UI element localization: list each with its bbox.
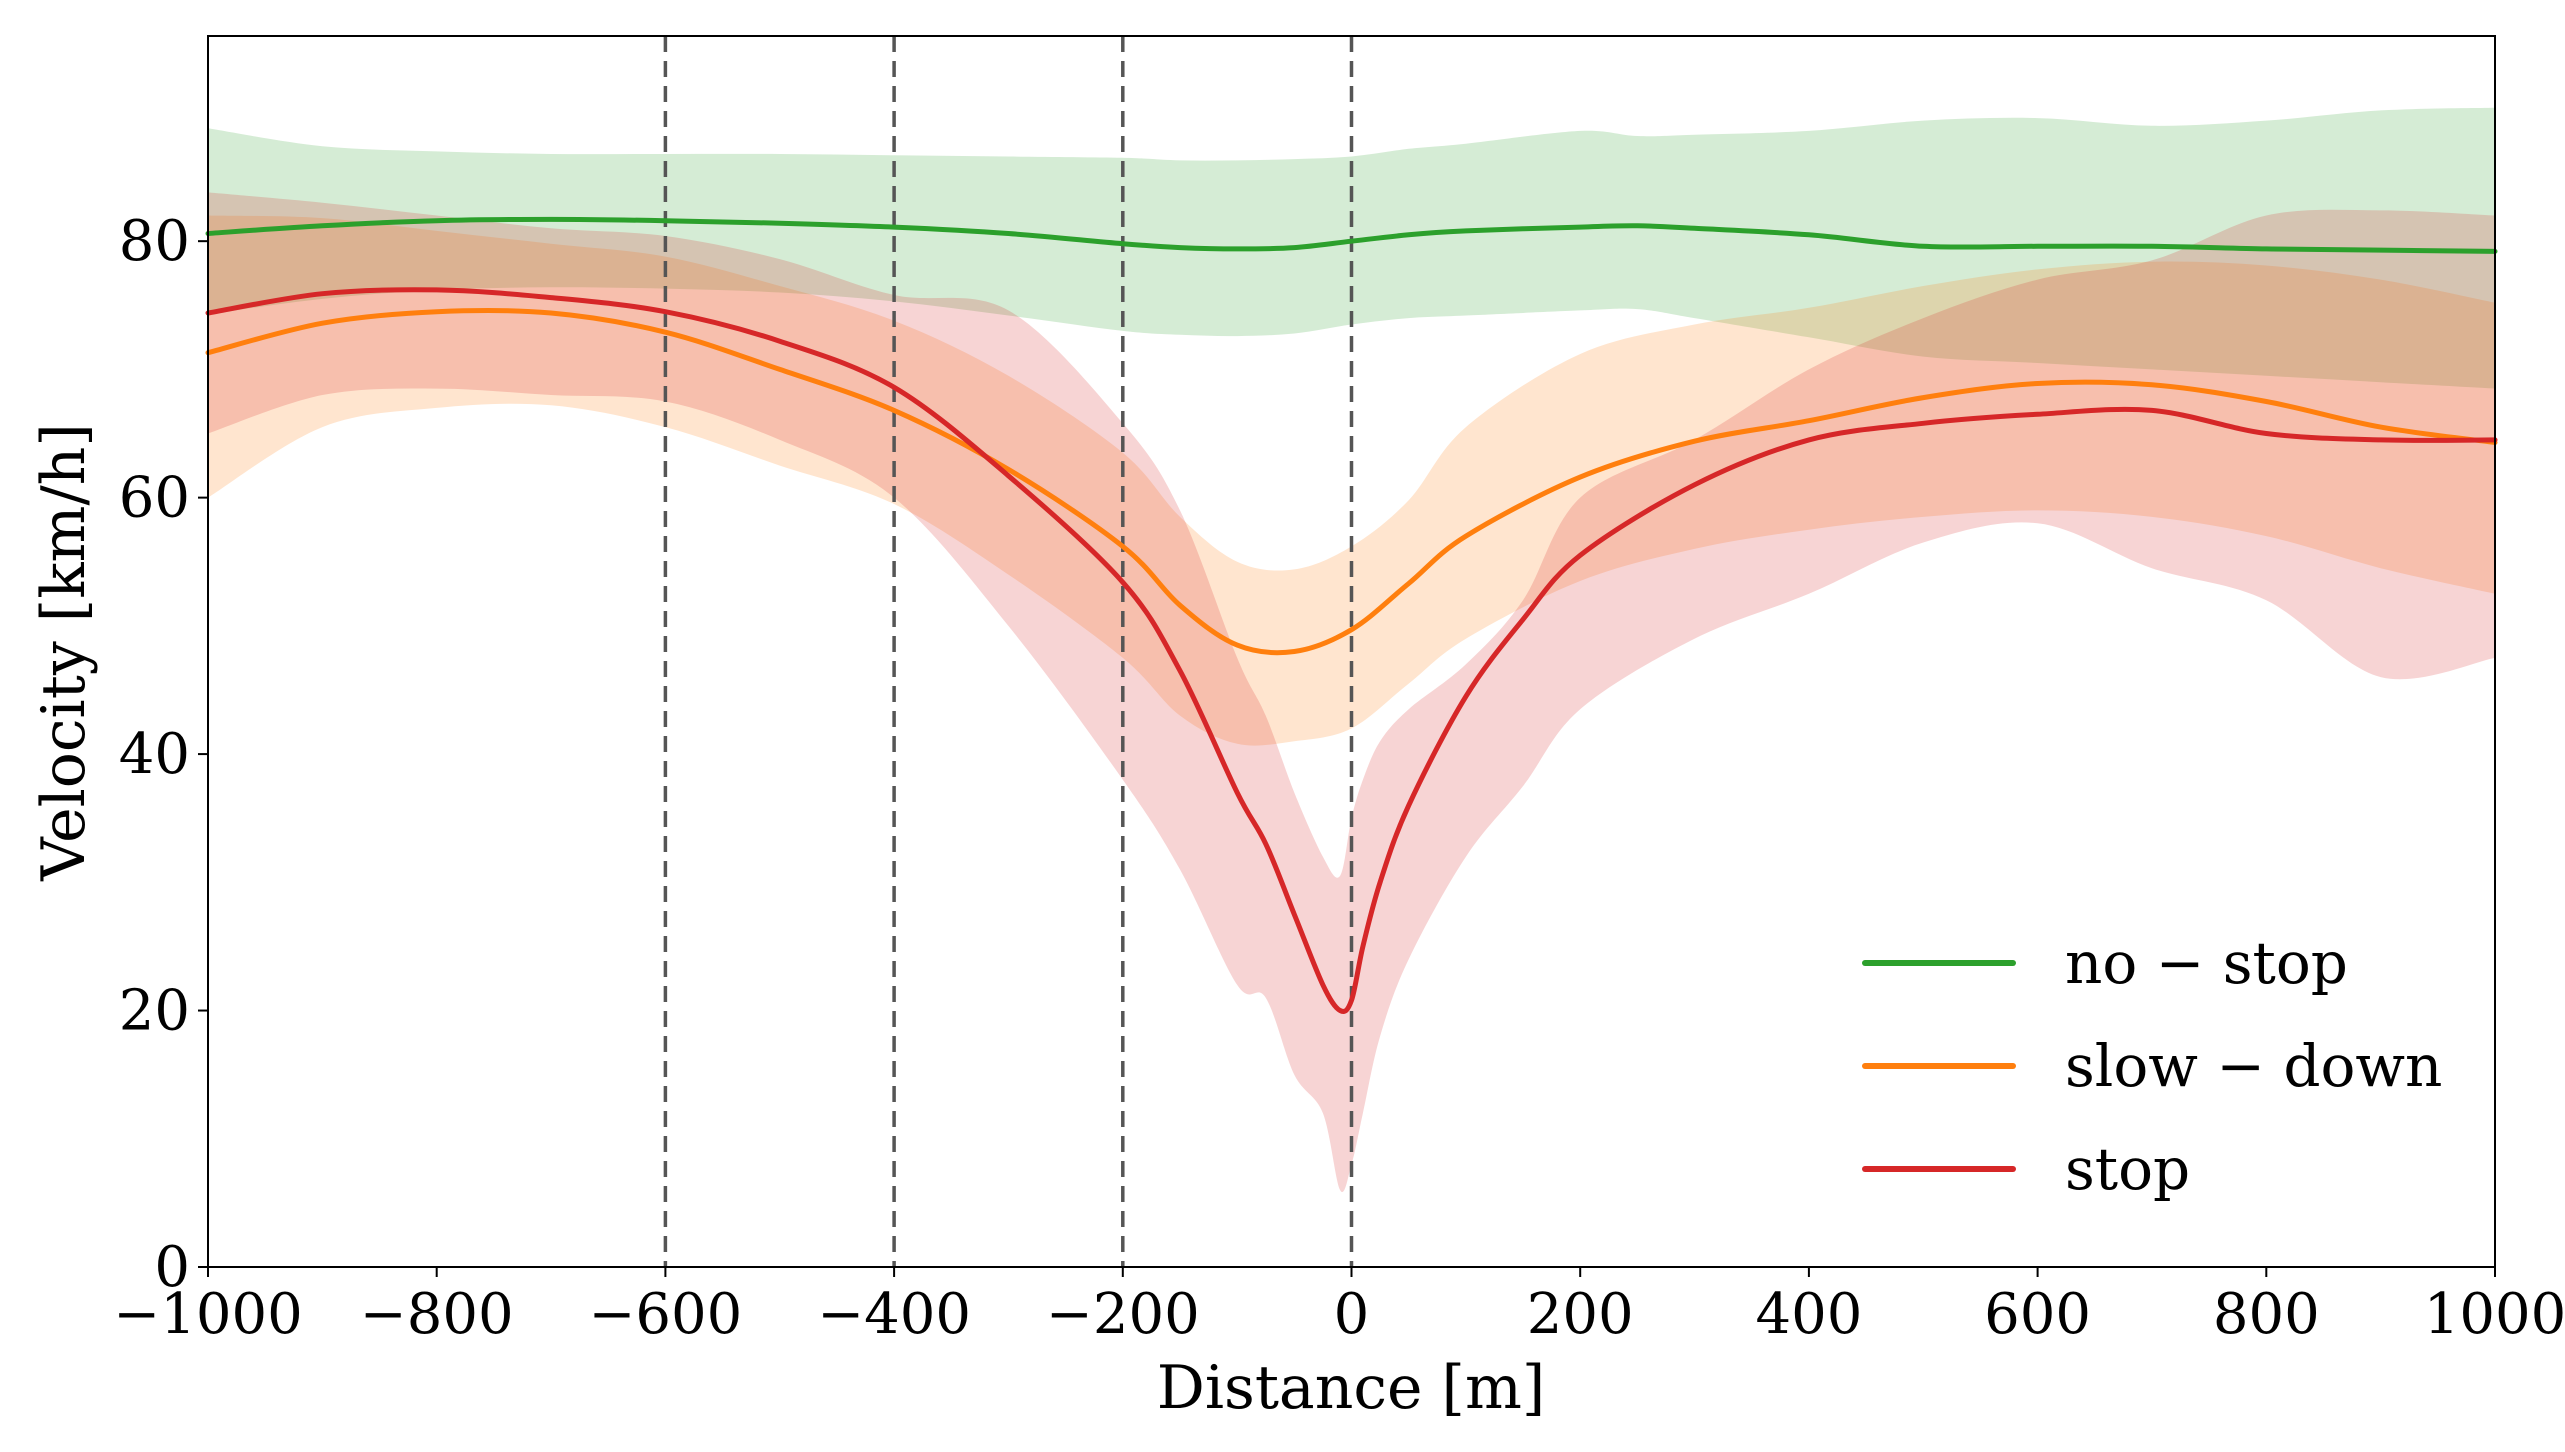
x-tick-label: 400	[1755, 1282, 1862, 1347]
legend: no − stop slow − down stop	[1862, 929, 2442, 1203]
x-tick-label: −400	[817, 1282, 971, 1347]
x-tick-label: 800	[2213, 1282, 2320, 1347]
y-tick-label: 40	[119, 722, 190, 787]
x-axis-ticks: −1000 −800 −600 −400 −200 0 200 400 600 800 1000	[113, 1267, 2565, 1347]
y-axis-ticks: 0 20 40 60 80	[119, 209, 208, 1300]
y-tick-label: 80	[119, 209, 190, 274]
y-tick-label: 60	[119, 466, 190, 531]
x-tick-label: 200	[1527, 1282, 1634, 1347]
line-slow-down	[205, 307, 2498, 656]
x-tick-label: −200	[1046, 1282, 1200, 1347]
series-lines	[205, 216, 2498, 1014]
y-axis-label: Velocity [km/h]	[29, 423, 99, 881]
band-stop	[208, 192, 2495, 1193]
line-no-stop	[205, 216, 2498, 254]
line-stop	[205, 287, 2498, 1014]
band-slow-down	[208, 215, 2495, 746]
legend-label-no-stop: no − stop	[2065, 929, 2348, 997]
x-tick-label: 600	[1984, 1282, 2091, 1347]
x-axis-label: Distance [m]	[1157, 1353, 1546, 1423]
y-tick-label: 20	[119, 979, 190, 1044]
x-tick-label: −800	[360, 1282, 514, 1347]
x-tick-label: −1000	[113, 1282, 302, 1347]
y-tick-label: 0	[154, 1235, 190, 1300]
x-tick-label: 1000	[2424, 1282, 2565, 1347]
x-tick-label: −600	[588, 1282, 742, 1347]
x-tick-label: 0	[1334, 1282, 1370, 1347]
legend-label-slow-down: slow − down	[2065, 1032, 2442, 1100]
legend-label-stop: stop	[2065, 1135, 2190, 1203]
